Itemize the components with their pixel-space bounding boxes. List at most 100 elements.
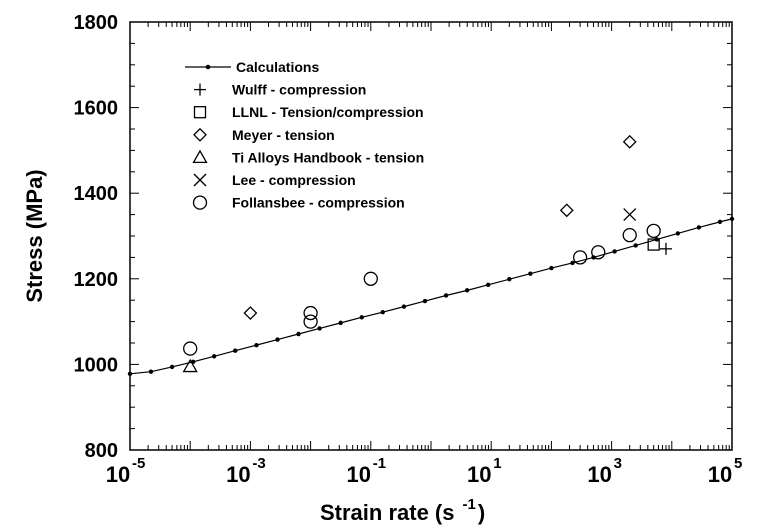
circle-shape (363, 271, 378, 286)
series-0 (127, 216, 735, 377)
x-tick-label-exponent: 3 (614, 455, 622, 472)
data-point-diamond (622, 134, 637, 149)
circle-shape (192, 195, 208, 210)
calculations-point (254, 342, 259, 348)
data-point-diamond (559, 203, 574, 218)
x-tick-label: 10 (708, 462, 732, 487)
y-tick-label: 800 (85, 440, 118, 462)
legend-label: Ti Alloys Handbook - tension (232, 149, 424, 165)
x-tick-label-base: 10 (106, 462, 130, 487)
cross-b (623, 208, 637, 222)
data-point-circle (591, 245, 606, 260)
calculations-point (633, 243, 638, 248)
y-tick-labels: 800 1000 1200 1400 1600 1800 (74, 12, 119, 462)
calculations-point (148, 369, 154, 374)
x-tick-label-exponent: 1 (493, 455, 501, 472)
series-5 (623, 208, 637, 222)
legend-item: Lee - compression (193, 172, 356, 188)
legend-symbol-square (193, 106, 207, 119)
series-4 (182, 358, 198, 373)
legend-label: Lee - compression (232, 172, 356, 188)
legend-symbol-circle (192, 195, 208, 210)
circle-shape (646, 223, 661, 239)
y-tick-label: 1600 (74, 98, 119, 120)
x-tick-label: 10 (106, 462, 130, 487)
circle-shape (183, 341, 198, 356)
circle-shape (303, 305, 318, 321)
legend-item: Follansbee - compression (192, 195, 405, 211)
calculations-point (528, 271, 533, 276)
x-tick-label: 10 (347, 462, 371, 487)
plot-frame (129, 21, 733, 451)
legend-label: LLNL - Tension/compression (232, 104, 424, 120)
x-tick-label-exponent: -1 (373, 455, 386, 472)
diamond-shape (193, 127, 207, 142)
data-point-circle (303, 305, 318, 321)
calculations-point (127, 371, 133, 377)
calculations-point (675, 231, 681, 236)
data-point-cross (623, 208, 637, 222)
y-tick-label: 1800 (74, 12, 119, 34)
calculations-point (211, 354, 217, 359)
legend-symbol-diamond (193, 127, 207, 142)
calculations-point (233, 348, 238, 353)
x-axis-title-main: Strain rate (s (320, 500, 455, 525)
calculations-point (275, 337, 280, 342)
data-point-square (647, 238, 660, 251)
legend-label: Wulff - compression (232, 82, 366, 98)
calculations-point (570, 260, 575, 266)
calculations-point (169, 364, 175, 370)
data-point-circle (183, 341, 198, 356)
x-tick-label: 10 (226, 462, 250, 487)
data-point-diamond (243, 306, 258, 320)
data-point-plus (659, 242, 672, 255)
legend: Calculations Wulff - compression LLNL - Te… (185, 59, 424, 211)
x-tick-label-base: 10 (467, 462, 491, 487)
x-axis-title-exp: -1 (463, 496, 476, 513)
calculations-point (443, 293, 449, 298)
calculations-point (717, 219, 723, 225)
y-tick-label: 1200 (74, 269, 119, 291)
x-tick-label-exponent: 5 (734, 455, 742, 472)
x-tick-label-exponent: -3 (252, 455, 265, 472)
data-point-circle (363, 271, 378, 286)
circle-shape (622, 227, 637, 243)
legend-item: Meyer - tension (193, 127, 335, 143)
circle-shape (591, 245, 606, 260)
legend-symbol-cross (193, 173, 207, 187)
calculations-point (401, 304, 407, 309)
x-tick-label: 10 (467, 462, 491, 487)
legend-item: Ti Alloys Handbook - tension (192, 149, 424, 165)
x-tick-label-base: 10 (226, 462, 250, 487)
series-2 (647, 238, 660, 251)
diamond-shape (559, 203, 574, 218)
series-3 (243, 134, 637, 320)
square-shape (647, 238, 660, 251)
series-1 (659, 242, 672, 255)
x-tick-label-base: 10 (708, 462, 732, 487)
y-tick-label: 1400 (74, 183, 119, 205)
calculations-point (317, 326, 322, 331)
x-tick-label-base: 10 (347, 462, 371, 487)
triangle-shape (182, 358, 198, 373)
calculations-point (485, 282, 491, 287)
y-tick-label: 1000 (74, 354, 119, 376)
series-6 (183, 223, 661, 356)
circle-shape (572, 250, 588, 265)
legend-item: LLNL - Tension/compression (193, 104, 424, 120)
x-axis-title: Strain rate (s -1) (320, 496, 485, 525)
data-series (127, 134, 735, 377)
calculations-point (380, 309, 385, 315)
cross-b (193, 173, 207, 187)
calculations-point (507, 277, 512, 282)
square-shape (193, 106, 207, 119)
legend-item: Wulff - compression (194, 82, 366, 98)
data-point-triangle (182, 358, 198, 373)
data-point-circle (572, 250, 588, 265)
calculations-point (549, 265, 554, 271)
calculations-point (422, 298, 428, 304)
calculations-point (729, 216, 735, 222)
diamond-shape (622, 134, 637, 149)
calculations-point (296, 331, 301, 337)
